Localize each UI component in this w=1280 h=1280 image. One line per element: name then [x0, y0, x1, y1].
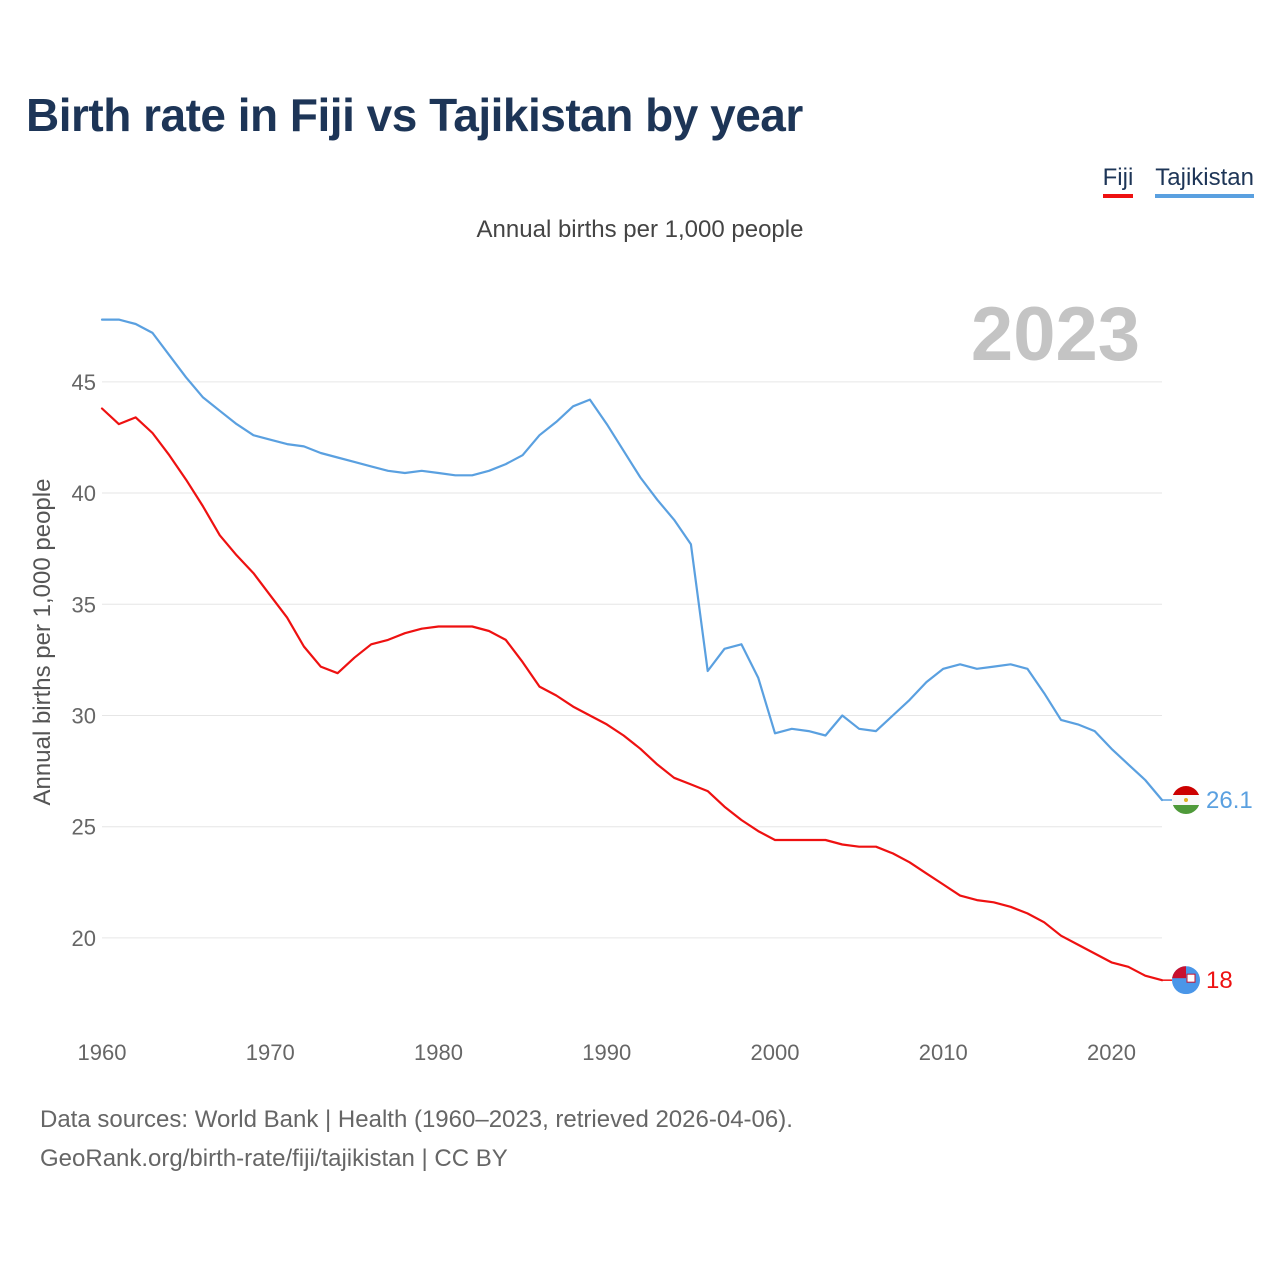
y-tick-label-40: 40: [72, 481, 96, 506]
x-tick-label-1960: 1960: [78, 1040, 127, 1065]
chart-subtitle: Annual births per 1,000 people: [476, 216, 804, 243]
y-axis-label: Annual births per 1,000 people: [29, 479, 56, 806]
chart-title: Birth rate in Fiji vs Tajikistan by year: [26, 89, 803, 141]
x-tick-label-1990: 1990: [582, 1040, 631, 1065]
x-tick-label-2020: 2020: [1087, 1040, 1136, 1065]
flag-icon-tajikistan: [1172, 786, 1200, 815]
x-tick-label-1980: 1980: [414, 1040, 463, 1065]
legend-item-fiji[interactable]: Fiji: [1102, 164, 1134, 198]
series-line-tajikistan: [100, 318, 1164, 802]
end-value-label-tajikistan: 26.1: [1206, 787, 1253, 814]
series-line-fiji: [100, 407, 1164, 982]
y-tick-label-45: 45: [72, 370, 96, 395]
x-tick-label-2010: 2010: [919, 1040, 968, 1065]
y-tick-label-30: 30: [72, 703, 96, 728]
footer-url[interactable]: GeoRank.org/birth-rate/fiji/tajikistan |…: [40, 1145, 508, 1172]
x-tick-label-1970: 1970: [246, 1040, 295, 1065]
y-tick-label-25: 25: [72, 815, 96, 840]
y-tick-label-35: 35: [72, 592, 96, 617]
legend-item-tajikistan[interactable]: Tajikistan: [1155, 164, 1254, 198]
footer-source: Data sources: World Bank | Health (1960–…: [40, 1106, 793, 1133]
end-value-label-fiji: 18: [1206, 967, 1233, 994]
x-tick-label-2000: 2000: [751, 1040, 800, 1065]
year-watermark: 2023: [971, 292, 1140, 377]
y-tick-label-20: 20: [72, 926, 96, 951]
legend: Fiji Tajikistan: [1102, 164, 1254, 198]
flag-icon-fiji: [1172, 966, 1200, 995]
